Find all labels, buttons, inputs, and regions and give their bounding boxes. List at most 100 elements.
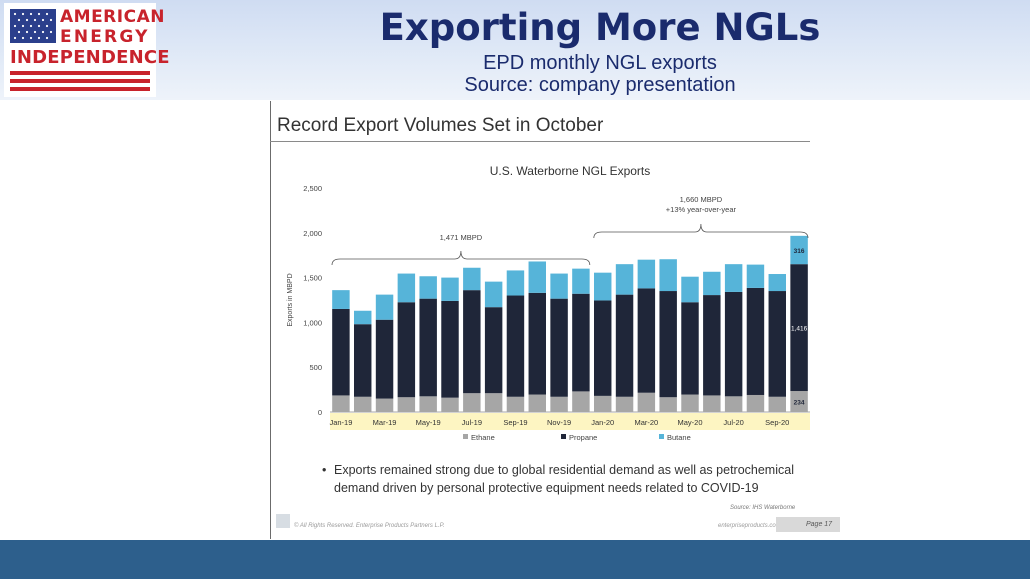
bar-ethane [550, 396, 568, 412]
bar-butane [659, 259, 677, 292]
bar-butane [637, 259, 656, 289]
bar-ethane [681, 394, 699, 412]
bracket-2019 [331, 250, 591, 266]
bar-butane [790, 235, 808, 265]
bar-propane [681, 302, 699, 395]
website-link[interactable]: enterpriseproducts.com [718, 523, 781, 529]
bar-ethane [506, 396, 525, 412]
page-subtitle: EPD monthly NGL exports [483, 52, 717, 74]
logo-text-energy: ENERGY [60, 27, 150, 47]
source-note: Source: IHS Waterborne [730, 505, 796, 511]
bar-propane [419, 298, 437, 397]
bar-ethane [746, 394, 765, 412]
bar-ethane [594, 395, 612, 412]
legend-label: Ethane [471, 433, 495, 442]
bar-ethane [790, 391, 808, 412]
bar-propane [637, 288, 656, 393]
data-label-propane: 1,416 [791, 326, 808, 333]
bar-ethane [659, 397, 677, 412]
bar-ethane [703, 395, 721, 412]
logo-text-american: AMERICAN [60, 7, 165, 27]
x-tick-label: May-20 [677, 418, 702, 427]
chart-title: U.S. Waterborne NGL Exports [490, 164, 651, 178]
bar-propane [397, 302, 416, 398]
bar-butane [550, 273, 568, 299]
bar-ethane [441, 397, 459, 412]
bar-butane [594, 272, 612, 301]
bar-propane [375, 319, 394, 399]
y-tick-label: 2,000 [303, 229, 322, 238]
header-banner: AMERICAN ENERGY INDEPENDENCE Exporting M… [0, 0, 1030, 100]
data-label-butane: 316 [794, 248, 805, 255]
annotation-2020-growth: +13% year-over-year [666, 205, 737, 214]
x-tick-label: May-19 [416, 418, 441, 427]
y-tick-label: 2,500 [303, 184, 322, 193]
bar-propane [506, 295, 525, 397]
bar-propane [332, 308, 350, 396]
legend-label: Butane [667, 433, 691, 442]
page-number: Page 17 [806, 521, 833, 528]
bar-propane [550, 298, 568, 397]
bar-ethane [724, 396, 743, 412]
bracket-2020 [593, 223, 809, 239]
bar-ethane [332, 395, 350, 412]
annotation-2020: 1,660 MBPD [680, 195, 723, 204]
legend-swatch [659, 434, 664, 439]
bar-propane [768, 291, 786, 397]
bar-ethane [354, 396, 372, 412]
x-tick-label: Jan-20 [591, 418, 614, 427]
legend-swatch [463, 434, 468, 439]
bar-butane [484, 281, 503, 308]
bar-ethane [615, 396, 634, 412]
bullet-dot-icon: • [322, 463, 327, 477]
x-axis-band [330, 413, 810, 430]
y-tick-label: 0 [318, 408, 322, 417]
x-tick-label: Nov-19 [547, 418, 571, 427]
bar-butane [397, 273, 416, 303]
x-tick-label: Mar-19 [373, 418, 397, 427]
bar-propane [790, 264, 808, 392]
bar-propane [724, 291, 743, 397]
enterprise-logo-icon [276, 514, 290, 528]
slide-image: Record Export Volumes Set in October U.S… [270, 101, 840, 539]
bar-butane [528, 261, 546, 293]
x-tick-label: Jan-19 [329, 418, 352, 427]
us-flag-icon [10, 9, 56, 43]
annotation-2019: 1,471 MBPD [440, 233, 483, 242]
bar-propane [746, 287, 765, 395]
bar-butane [703, 271, 721, 296]
bar-butane [768, 274, 786, 292]
bar-butane [615, 264, 634, 295]
y-tick-label: 500 [309, 363, 322, 372]
legend-swatch [561, 434, 566, 439]
bar-ethane [637, 392, 656, 412]
source-line: Source: company presentation [464, 74, 736, 96]
bar-propane [484, 307, 503, 394]
bullet-text: Exports remained strong due to global re… [334, 463, 794, 495]
bar-butane [354, 310, 372, 325]
legend-label: Propane [569, 433, 597, 442]
bar-butane [681, 276, 699, 303]
logo: AMERICAN ENERGY INDEPENDENCE [4, 3, 170, 97]
bar-ethane [768, 396, 786, 412]
slide-heading-rule [270, 141, 810, 142]
slide-heading: Record Export Volumes Set in October [277, 115, 604, 136]
bar-ethane [572, 391, 590, 412]
bar-butane [419, 276, 437, 299]
page-title: Exporting More NGLs [379, 6, 821, 49]
bar-ethane [419, 396, 437, 412]
page-number-box [776, 517, 840, 532]
bar-propane [594, 300, 612, 396]
bar-propane [463, 290, 481, 394]
bar-propane [528, 292, 546, 395]
x-tick-label: Jul-20 [723, 418, 743, 427]
y-axis-label: Exports in MBPD [287, 273, 294, 326]
footer-bar [0, 540, 1030, 579]
logo-stripe [10, 71, 150, 75]
bar-butane [746, 264, 765, 288]
bar-ethane [484, 393, 503, 412]
bar-butane [724, 264, 743, 292]
bar-ethane [375, 398, 394, 412]
logo-text-independence: INDEPENDENCE [10, 47, 170, 68]
bar-propane [354, 324, 372, 397]
